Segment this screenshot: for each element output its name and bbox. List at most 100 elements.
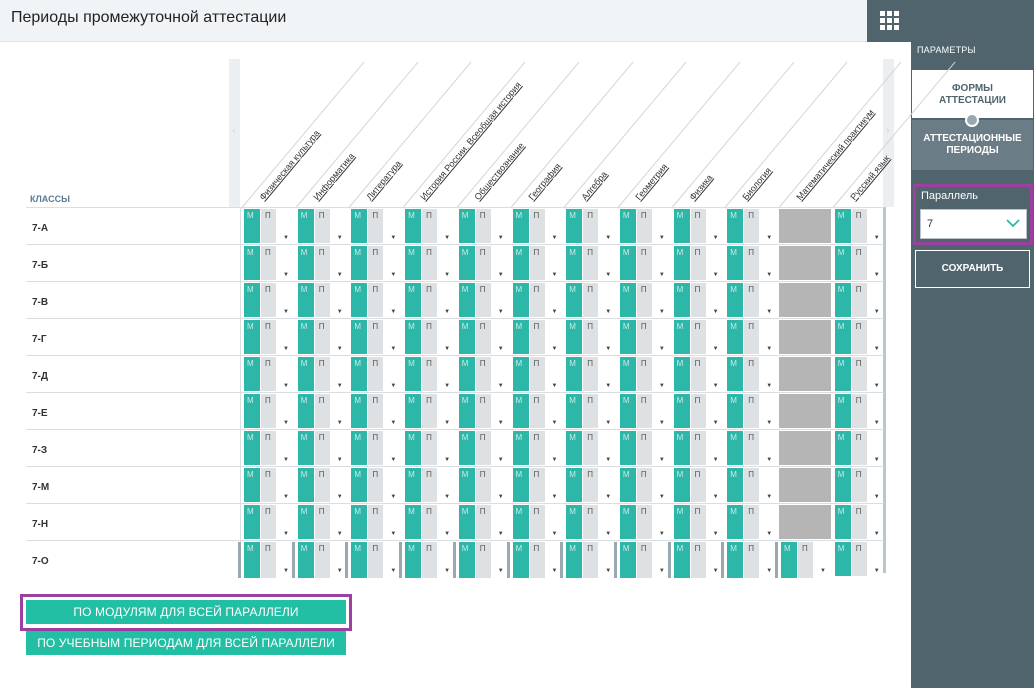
period-dropdown[interactable] bbox=[330, 283, 345, 317]
period-dropdown[interactable] bbox=[652, 431, 667, 465]
attestation-cell[interactable]: М П ▼ bbox=[399, 542, 453, 578]
module-toggle[interactable] bbox=[351, 209, 368, 243]
period-toggle[interactable] bbox=[422, 283, 438, 317]
period-toggle[interactable] bbox=[368, 357, 384, 391]
period-dropdown[interactable] bbox=[652, 209, 667, 243]
module-toggle[interactable] bbox=[566, 209, 583, 243]
period-toggle[interactable] bbox=[261, 209, 276, 243]
module-toggle[interactable] bbox=[405, 283, 422, 317]
module-toggle[interactable] bbox=[405, 431, 422, 465]
period-toggle[interactable] bbox=[636, 357, 652, 391]
attestation-cell[interactable]: М П ▼ bbox=[457, 246, 507, 280]
period-toggle[interactable] bbox=[851, 542, 867, 576]
attestation-cell[interactable]: М П ▼ bbox=[511, 283, 561, 317]
period-toggle[interactable] bbox=[636, 320, 652, 354]
attestation-cell[interactable]: М П ▼ bbox=[242, 468, 292, 502]
period-toggle[interactable] bbox=[690, 246, 706, 280]
period-toggle[interactable] bbox=[368, 246, 384, 280]
period-dropdown[interactable] bbox=[491, 468, 506, 502]
subject-header[interactable]: Алгебра bbox=[579, 169, 610, 202]
module-toggle[interactable] bbox=[405, 246, 422, 280]
tab-attestation-periods[interactable]: АТТЕСТАЦИОННЫЕ ПЕРИОДЫ bbox=[912, 120, 1033, 170]
module-toggle[interactable] bbox=[566, 357, 583, 391]
attestation-cell[interactable]: М П ▼ bbox=[242, 505, 292, 539]
period-toggle[interactable] bbox=[636, 283, 652, 317]
period-toggle[interactable] bbox=[690, 431, 706, 465]
period-toggle[interactable] bbox=[422, 209, 438, 243]
period-dropdown[interactable] bbox=[277, 431, 291, 465]
module-toggle[interactable] bbox=[458, 283, 475, 317]
scroll-right-button[interactable]: › bbox=[883, 59, 894, 207]
period-dropdown[interactable] bbox=[491, 431, 506, 465]
module-toggle[interactable] bbox=[244, 209, 260, 243]
attestation-cell[interactable]: М П ▼ bbox=[672, 246, 722, 280]
period-toggle[interactable] bbox=[529, 357, 545, 391]
module-toggle[interactable] bbox=[512, 542, 529, 578]
period-toggle[interactable] bbox=[636, 542, 652, 578]
period-dropdown[interactable] bbox=[599, 431, 614, 465]
attestation-cell[interactable]: М П ▼ bbox=[349, 246, 399, 280]
period-toggle[interactable] bbox=[583, 320, 599, 354]
period-dropdown[interactable] bbox=[867, 320, 882, 354]
period-toggle[interactable] bbox=[422, 431, 438, 465]
module-toggle[interactable] bbox=[512, 505, 529, 539]
module-toggle[interactable] bbox=[458, 431, 475, 465]
module-toggle[interactable] bbox=[297, 283, 314, 317]
period-dropdown[interactable] bbox=[867, 394, 882, 428]
subject-header[interactable]: Физика bbox=[686, 172, 714, 202]
period-dropdown[interactable] bbox=[384, 320, 399, 354]
period-dropdown[interactable] bbox=[599, 542, 614, 578]
module-toggle[interactable] bbox=[619, 468, 636, 502]
period-toggle[interactable] bbox=[744, 283, 760, 317]
attestation-cell[interactable]: М П ▼ bbox=[457, 357, 507, 391]
period-toggle[interactable] bbox=[368, 468, 384, 502]
module-toggle[interactable] bbox=[566, 468, 583, 502]
period-dropdown[interactable] bbox=[438, 283, 453, 317]
module-toggle[interactable] bbox=[244, 357, 260, 391]
period-dropdown[interactable] bbox=[330, 468, 345, 502]
period-dropdown[interactable] bbox=[384, 357, 399, 391]
attestation-cell[interactable]: М П ▼ bbox=[564, 283, 614, 317]
attestation-cell[interactable]: М П ▼ bbox=[242, 283, 292, 317]
module-toggle[interactable] bbox=[673, 505, 690, 539]
module-toggle[interactable] bbox=[619, 431, 636, 465]
module-toggle[interactable] bbox=[297, 505, 314, 539]
period-toggle[interactable] bbox=[314, 468, 330, 502]
period-toggle[interactable] bbox=[422, 542, 438, 578]
period-dropdown[interactable] bbox=[867, 468, 882, 502]
module-toggle[interactable] bbox=[781, 542, 797, 578]
module-toggle[interactable] bbox=[351, 468, 368, 502]
module-toggle[interactable] bbox=[351, 394, 368, 428]
attestation-cell[interactable]: М П ▼ bbox=[296, 431, 346, 465]
module-toggle[interactable] bbox=[566, 246, 583, 280]
attestation-cell[interactable]: М П ▼ bbox=[618, 357, 668, 391]
period-toggle[interactable] bbox=[368, 283, 384, 317]
period-toggle[interactable] bbox=[261, 357, 276, 391]
period-dropdown[interactable] bbox=[277, 394, 291, 428]
period-dropdown[interactable] bbox=[760, 246, 775, 280]
attestation-cell[interactable]: М П ▼ bbox=[511, 246, 561, 280]
period-dropdown[interactable] bbox=[599, 283, 614, 317]
period-toggle[interactable] bbox=[422, 468, 438, 502]
module-toggle[interactable] bbox=[566, 505, 583, 539]
period-toggle[interactable] bbox=[744, 431, 760, 465]
attestation-cell[interactable]: М П ▼ bbox=[242, 394, 292, 428]
period-toggle[interactable] bbox=[475, 542, 491, 578]
period-dropdown[interactable] bbox=[330, 320, 345, 354]
period-toggle[interactable] bbox=[583, 246, 599, 280]
period-toggle[interactable] bbox=[636, 468, 652, 502]
module-toggle[interactable] bbox=[834, 468, 851, 502]
period-dropdown[interactable] bbox=[384, 283, 399, 317]
period-toggle[interactable] bbox=[261, 283, 276, 317]
attestation-cell[interactable]: М П ▼ bbox=[403, 394, 453, 428]
module-toggle[interactable] bbox=[512, 394, 529, 428]
period-dropdown[interactable] bbox=[760, 431, 775, 465]
period-dropdown[interactable] bbox=[384, 505, 399, 539]
module-toggle[interactable] bbox=[351, 431, 368, 465]
module-toggle[interactable] bbox=[673, 394, 690, 428]
attestation-cell[interactable]: М П ▼ bbox=[238, 542, 292, 578]
attestation-cell[interactable]: М П ▼ bbox=[296, 357, 346, 391]
period-dropdown[interactable] bbox=[277, 283, 291, 317]
attestation-cell[interactable]: М П ▼ bbox=[511, 468, 561, 502]
attestation-cell[interactable]: М П ▼ bbox=[618, 209, 668, 243]
